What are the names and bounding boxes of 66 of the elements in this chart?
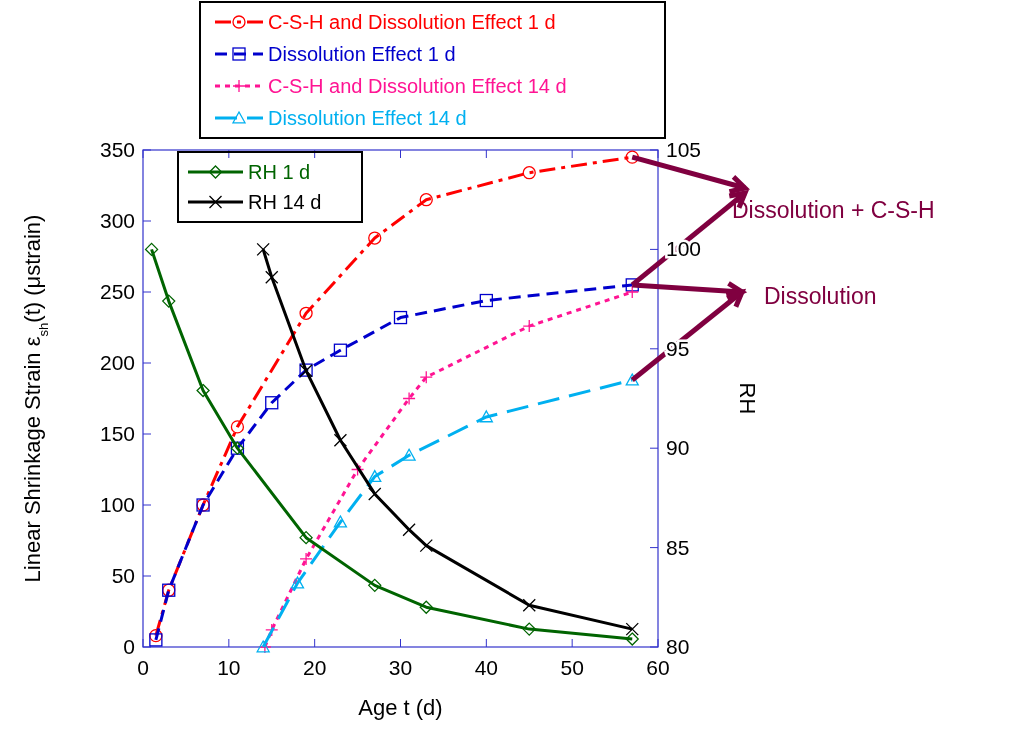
y-tick-label: 50	[111, 564, 135, 587]
x-tick-label: 0	[137, 656, 149, 679]
y-tick-label: 100	[99, 493, 135, 516]
legend-label: RH 1 d	[248, 161, 311, 183]
legend-label: C-S-H and Dissolution Effect 14 d	[268, 75, 567, 97]
y-tick-label: 200	[99, 351, 135, 374]
point	[368, 578, 382, 593]
point	[479, 410, 493, 423]
point	[299, 306, 313, 320]
legend-label: Dissolution Effect 1 d	[268, 43, 456, 65]
y2-axis-title: RH	[735, 382, 760, 415]
y-tick-label: 300	[99, 209, 135, 232]
y2-tick-label: 80	[666, 635, 690, 658]
point	[625, 150, 639, 164]
point	[368, 231, 382, 245]
x-axis-title: Age t (d)	[358, 695, 443, 720]
point	[265, 270, 279, 284]
point	[149, 633, 163, 647]
point	[625, 622, 639, 636]
point	[368, 487, 382, 501]
point	[522, 319, 536, 333]
point	[299, 531, 313, 545]
point	[402, 448, 416, 461]
point	[419, 600, 433, 614]
y2-tick-label: 90	[666, 436, 690, 460]
y-tick-label: 350	[99, 138, 135, 161]
y2-tick-label: 85	[666, 535, 690, 559]
point	[522, 622, 536, 636]
point	[230, 420, 245, 434]
point	[393, 310, 408, 325]
point	[265, 396, 279, 410]
x-tick-label: 20	[302, 656, 327, 679]
y-tick-label: 150	[99, 422, 135, 445]
point	[479, 293, 493, 308]
x-tick-label: 40	[474, 656, 499, 679]
point	[368, 469, 382, 483]
legend-label: Dissolution Effect 14 d	[268, 107, 467, 129]
point	[256, 242, 270, 257]
annotation: Dissolution + C-S-H	[732, 197, 935, 223]
y-tick-label: 0	[123, 635, 135, 658]
annotation: Dissolution	[764, 283, 877, 309]
x-tick-label: 30	[388, 656, 413, 679]
x-tick-label: 10	[217, 656, 241, 679]
legend-label: C-S-H and Dissolution Effect 1 d	[268, 11, 556, 33]
point	[196, 383, 210, 398]
point	[333, 343, 348, 357]
point	[265, 623, 279, 637]
legend-label: RH 14 d	[248, 191, 322, 213]
point	[162, 294, 176, 308]
point	[625, 285, 639, 299]
point	[144, 242, 159, 257]
x-tick-label: 60	[646, 656, 670, 679]
point	[402, 391, 416, 406]
point	[333, 515, 348, 528]
point	[522, 166, 536, 180]
point	[333, 433, 348, 447]
point	[419, 193, 433, 207]
point	[522, 598, 536, 612]
x-tick-label: 50	[560, 656, 584, 679]
point	[290, 576, 305, 589]
point	[419, 370, 433, 384]
y2-tick-label: 105	[666, 138, 702, 161]
point	[625, 373, 639, 386]
point	[625, 632, 639, 646]
point	[299, 552, 313, 566]
y-tick-label: 250	[99, 280, 135, 303]
